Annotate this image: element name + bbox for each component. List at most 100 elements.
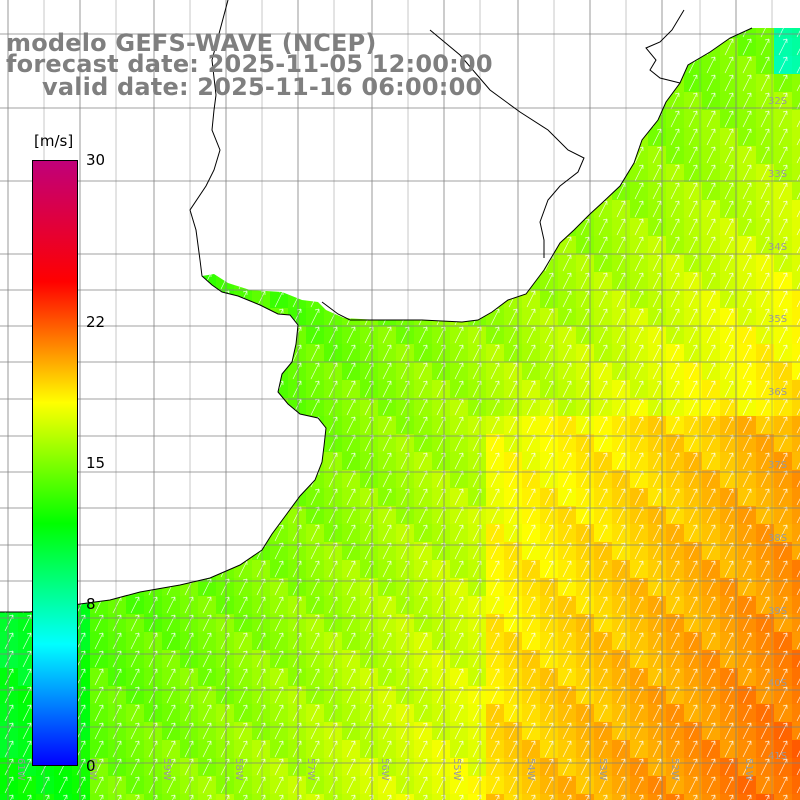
speed-cell xyxy=(792,578,800,596)
wind-arrow xyxy=(760,38,770,56)
wind-arrow xyxy=(490,380,500,398)
speed-cell xyxy=(270,488,288,506)
wind-arrow xyxy=(688,74,698,92)
speed-cell xyxy=(360,290,378,308)
wind-arrow xyxy=(544,524,554,542)
wind-arrow xyxy=(238,452,248,470)
wind-arrow xyxy=(724,218,734,236)
wind-arrow xyxy=(22,164,32,182)
wind-arrow xyxy=(346,416,356,434)
wind-arrow xyxy=(724,344,734,362)
speed-cell xyxy=(216,128,234,146)
valid-date: valid date: 2025-11-16 06:00:00 xyxy=(42,73,483,101)
wind-arrow xyxy=(382,560,392,578)
wind-arrow xyxy=(256,254,266,272)
speed-cell xyxy=(792,794,800,800)
wind-arrow xyxy=(670,452,680,470)
wind-arrow xyxy=(148,308,158,326)
wind-arrow xyxy=(706,344,716,362)
wind-arrow xyxy=(166,470,176,488)
wind-arrow xyxy=(292,254,302,272)
wind-arrow xyxy=(724,254,734,272)
speed-cell xyxy=(666,38,684,56)
speed-cell xyxy=(0,128,18,146)
speed-cell xyxy=(108,488,126,506)
wind-arrow xyxy=(112,326,122,344)
speed-cell xyxy=(198,308,216,326)
wind-arrow xyxy=(580,416,590,434)
speed-cell xyxy=(198,200,216,218)
wind-arrow xyxy=(292,218,302,236)
wind-arrow xyxy=(166,272,176,290)
wind-arrow xyxy=(94,128,104,146)
wind-arrow xyxy=(112,380,122,398)
wind-arrow xyxy=(706,164,716,182)
speed-cell xyxy=(486,200,504,218)
wind-arrow xyxy=(544,668,554,686)
wind-arrow xyxy=(184,128,194,146)
speed-cell xyxy=(198,398,216,416)
wind-arrow xyxy=(328,416,338,434)
speed-cell xyxy=(792,200,800,218)
speed-cell xyxy=(288,794,306,800)
wind-arrow xyxy=(580,218,590,236)
speed-cell xyxy=(540,74,558,92)
wind-arrow xyxy=(274,218,284,236)
speed-cell xyxy=(90,524,108,542)
wind-arrow xyxy=(166,110,176,128)
wind-arrow xyxy=(670,668,680,686)
wind-arrow xyxy=(220,452,230,470)
speed-cell xyxy=(0,470,18,488)
wind-arrow xyxy=(688,164,698,182)
wind-arrow xyxy=(742,56,752,74)
wind-arrow xyxy=(526,290,536,308)
wind-arrow xyxy=(670,416,680,434)
speed-cell xyxy=(522,74,540,92)
speed-cell xyxy=(792,380,800,398)
wind-arrow xyxy=(382,380,392,398)
wind-arrow xyxy=(490,668,500,686)
wind-arrow xyxy=(346,632,356,650)
wind-arrow xyxy=(562,56,572,74)
wind-arrow xyxy=(22,380,32,398)
speed-cell xyxy=(504,236,522,254)
wind-arrow xyxy=(742,362,752,380)
wind-arrow xyxy=(616,488,626,506)
wind-arrow xyxy=(634,380,644,398)
speed-cell xyxy=(162,182,180,200)
speed-cell xyxy=(0,272,18,290)
speed-cell xyxy=(180,398,198,416)
wind-arrow xyxy=(256,524,266,542)
wind-arrow xyxy=(22,506,32,524)
speed-cell xyxy=(108,164,126,182)
speed-cell xyxy=(0,254,18,272)
wind-arrow xyxy=(580,488,590,506)
wind-arrow xyxy=(526,362,536,380)
wind-arrow xyxy=(652,488,662,506)
wind-arrow xyxy=(742,254,752,272)
speed-cell xyxy=(234,398,252,416)
wind-arrow xyxy=(652,290,662,308)
wind-arrow xyxy=(148,452,158,470)
speed-cell xyxy=(396,218,414,236)
wind-arrow xyxy=(166,506,176,524)
wind-arrow xyxy=(454,326,464,344)
speed-cell xyxy=(234,146,252,164)
wind-arrow xyxy=(724,326,734,344)
wind-arrow xyxy=(562,272,572,290)
speed-cell xyxy=(360,272,378,290)
wind-arrow xyxy=(544,182,554,200)
wind-arrow xyxy=(616,452,626,470)
speed-cell xyxy=(342,794,360,800)
wind-arrow xyxy=(706,596,716,614)
speed-cell xyxy=(126,344,144,362)
speed-cell xyxy=(396,28,414,38)
wind-arrow xyxy=(274,596,284,614)
wind-arrow xyxy=(616,596,626,614)
wind-arrow xyxy=(598,128,608,146)
wind-arrow xyxy=(796,56,800,74)
speed-cell xyxy=(432,218,450,236)
wind-arrow xyxy=(508,56,518,74)
wind-arrow xyxy=(310,236,320,254)
speed-cell xyxy=(756,794,774,800)
